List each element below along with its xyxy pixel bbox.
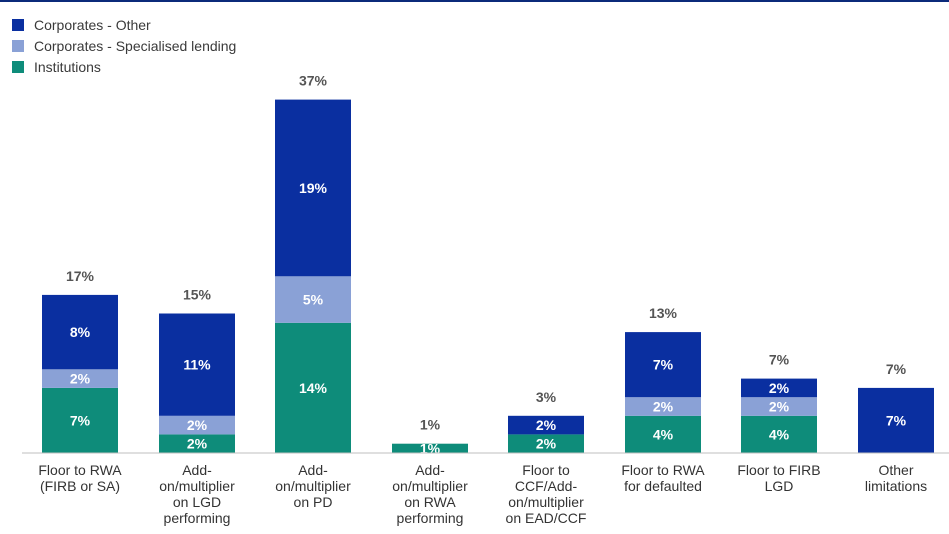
legend-label: Corporates - Specialised lending [34, 37, 237, 54]
bar-segment-label: 2% [187, 436, 208, 452]
bar-segment-corporates-other [741, 378, 817, 398]
bar-segment-label: 2% [769, 399, 790, 415]
x-tick-label-line: on RWA [404, 494, 456, 510]
bar-segment-label: 7% [70, 412, 91, 428]
x-tick-label-line: Add- [415, 462, 445, 478]
legend-swatch-corporates-other [12, 18, 24, 31]
bar-segment-label: 1% [420, 440, 441, 456]
legend-label: Corporates - Other [34, 16, 151, 33]
bar-total-label: 17% [66, 268, 95, 284]
bar-segment-corporates-other [508, 415, 584, 435]
x-tick-label-line: for defaulted [624, 478, 702, 494]
bar-segment-label: 8% [70, 324, 91, 340]
bar-segment-corporates-other [275, 99, 351, 277]
bar-total-label: 7% [886, 361, 907, 377]
bar-segment-corporates-other [858, 387, 934, 453]
x-tick-label-line: LGD [764, 478, 794, 494]
x-tick-label-line: limitations [864, 478, 928, 494]
x-tick-label-line: on/multiplier [508, 494, 584, 510]
x-tick-label-line: Floor to RWA [621, 462, 705, 478]
legend-label: Institutions [34, 58, 101, 75]
bar-segment-label: 2% [536, 417, 557, 433]
bar-total-label: 7% [769, 352, 790, 368]
bar-segment-institutions [625, 415, 701, 453]
legend-item-corporates-other: Corporates - Other [12, 14, 236, 35]
bar-segment-label: 19% [299, 180, 328, 196]
x-tick-label: Floor to RWA (FIRB or SA) [25, 462, 135, 494]
bar-segment-corporates-specialised-lending [42, 369, 118, 388]
x-tick-label-line: performing [163, 510, 231, 526]
bar-segment-institutions [508, 434, 584, 453]
x-tick-label: Add-on/multiplier on LGD performing [142, 462, 252, 526]
legend-item-corporates-specialised: Corporates - Specialised lending [12, 35, 236, 56]
bar-total-label: 13% [649, 305, 678, 321]
bar-segment-corporates-specialised-lending [741, 397, 817, 416]
bar-segment-label: 2% [70, 371, 91, 387]
legend-swatch-institutions [12, 60, 24, 73]
x-tick-label: Floor to FIRB LGD [724, 462, 834, 494]
bar-segment-institutions [392, 443, 468, 453]
x-tick-label-line: on EAD/CCF [505, 510, 587, 526]
bar-segment-label: 2% [536, 436, 557, 452]
bar-segment-label: 7% [886, 412, 907, 428]
bar-segment-corporates-other [625, 332, 701, 398]
bar-total-label: 3% [536, 389, 557, 405]
legend: Corporates - Other Corporates - Speciali… [12, 14, 236, 77]
bar-segment-institutions [159, 434, 235, 453]
top-rule [0, 0, 949, 2]
x-tick-label: Floor to RWA for defaulted [608, 462, 718, 494]
bar-segment-label: 4% [769, 426, 790, 442]
bar-total-label: 37% [299, 73, 328, 89]
x-tick-label-line: on PD [293, 494, 333, 510]
bar-segment-label: 7% [653, 357, 674, 373]
bar-segment-label: 2% [769, 380, 790, 396]
x-tick-label: Add-on/multiplier on RWA performing [375, 462, 485, 526]
x-tick-label-line: Other [878, 462, 914, 478]
x-tick-label-line: on/multiplier [392, 478, 468, 494]
bar-segment-label: 11% [183, 357, 211, 373]
x-tick-label-line: performing [396, 510, 464, 526]
bar-segment-label: 5% [303, 292, 324, 308]
x-tick-label: Other limitations [841, 462, 949, 494]
bar-segment-corporates-specialised-lending [275, 276, 351, 323]
legend-swatch-corporates-specialised [12, 39, 24, 52]
x-tick-label-line: Floor to [522, 462, 570, 478]
bar-segment-institutions [275, 322, 351, 453]
bar-segment-corporates-other [159, 313, 235, 416]
x-tick-label-line: Floor to RWA [38, 462, 122, 478]
bar-segment-institutions [741, 415, 817, 453]
x-tick-label: Floor to CCF/Add-on/multiplier on EAD/CCF [491, 462, 601, 526]
bar-segment-label: 4% [653, 426, 674, 442]
bar-segment-label: 2% [187, 417, 208, 433]
bar-segment-corporates-specialised-lending [625, 397, 701, 416]
x-tick-label-line: Add- [298, 462, 328, 478]
bar-total-label: 15% [183, 287, 212, 303]
bar-segment-label: 2% [653, 399, 674, 415]
x-tick-label-line: CCF/Add- [514, 478, 578, 494]
bar-total-label: 1% [420, 417, 441, 433]
bar-segment-corporates-other [42, 294, 118, 370]
x-tick-label-line: on/multiplier [275, 478, 351, 494]
bar-segment-corporates-specialised-lending [159, 415, 235, 435]
x-tick-label-line: on/multiplier [159, 478, 235, 494]
x-tick-label-line: Add- [182, 462, 212, 478]
bar-segment-institutions [42, 387, 118, 453]
x-tick-label: Add-on/multiplier on PD [258, 462, 368, 510]
x-tick-label-line: Floor to FIRB [737, 462, 821, 478]
x-tick-label-line: (FIRB or SA) [39, 478, 121, 494]
legend-item-institutions: Institutions [12, 56, 236, 77]
bar-segment-label: 14% [299, 380, 328, 396]
x-tick-label-line: on LGD [172, 494, 222, 510]
